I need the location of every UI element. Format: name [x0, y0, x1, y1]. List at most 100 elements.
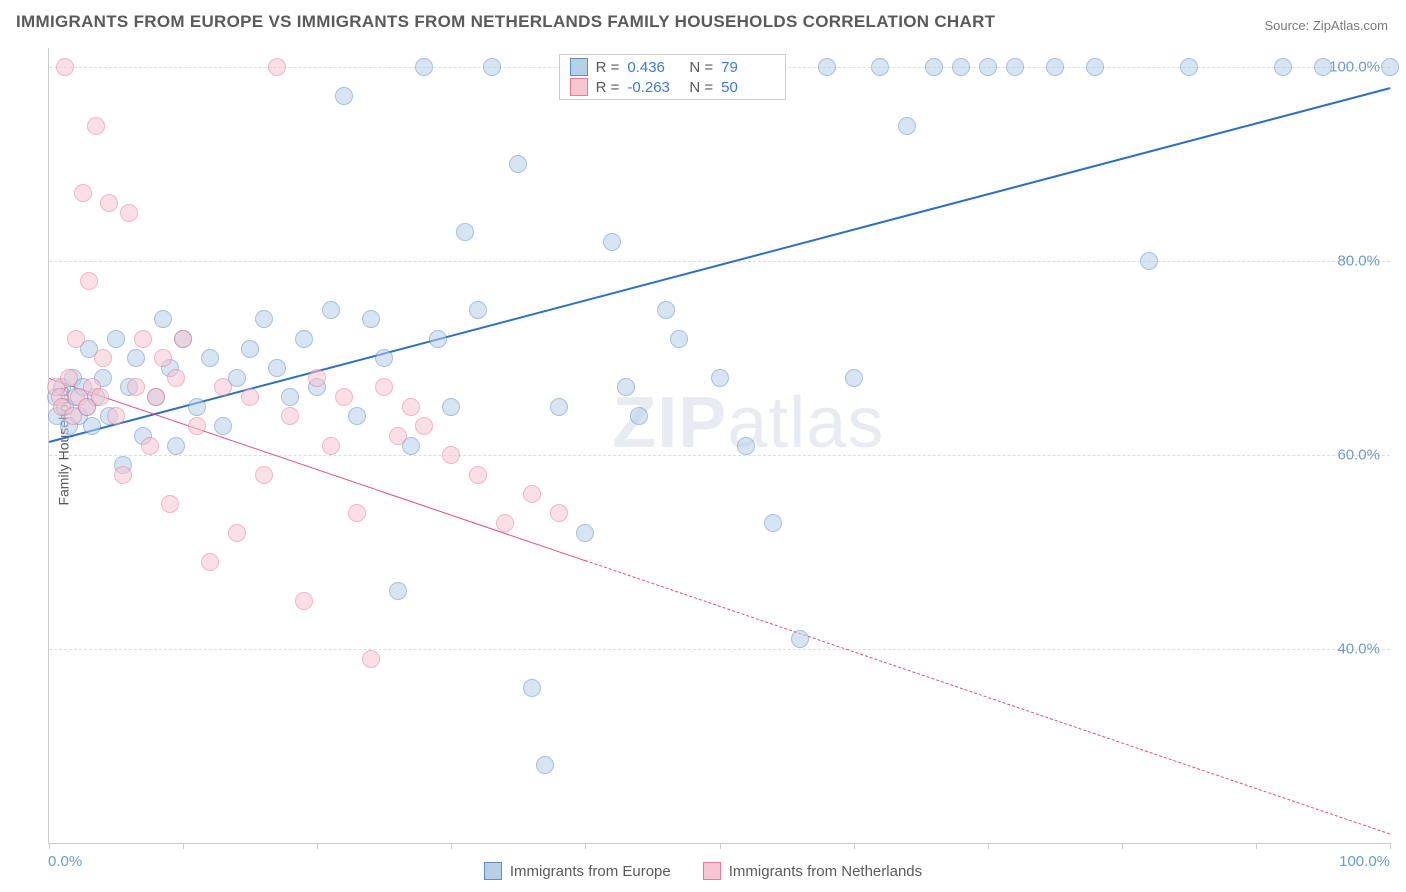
gridline-h: [49, 455, 1390, 456]
series-swatch: [570, 78, 588, 96]
data-point: [1274, 58, 1292, 76]
data-point: [523, 485, 541, 503]
data-point: [80, 272, 98, 290]
data-point: [201, 349, 219, 367]
data-point: [120, 204, 138, 222]
legend-label: Immigrants from Netherlands: [729, 863, 922, 880]
data-point: [429, 330, 447, 348]
x-tick: [183, 843, 184, 849]
data-point: [389, 427, 407, 445]
data-point: [456, 223, 474, 241]
source-prefix: Source:: [1264, 18, 1312, 33]
x-tick-label: 0.0%: [48, 853, 82, 870]
data-point: [281, 388, 299, 406]
data-point: [389, 582, 407, 600]
data-point: [1180, 58, 1198, 76]
data-point: [791, 630, 809, 648]
data-point: [100, 194, 118, 212]
data-point: [375, 349, 393, 367]
gridline-h: [49, 649, 1390, 650]
y-tick-label: 40.0%: [1337, 641, 1380, 658]
legend: Immigrants from Europe Immigrants from Ne…: [0, 862, 1406, 880]
data-point: [1381, 58, 1399, 76]
legend-label: Immigrants from Europe: [510, 863, 671, 880]
data-point: [536, 756, 554, 774]
data-point: [348, 407, 366, 425]
data-point: [1006, 58, 1024, 76]
data-point: [241, 388, 259, 406]
source-link[interactable]: ZipAtlas.com: [1313, 18, 1388, 33]
data-point: [60, 369, 78, 387]
data-point: [107, 407, 125, 425]
data-point: [1140, 252, 1158, 270]
data-point: [114, 466, 132, 484]
data-point: [268, 58, 286, 76]
r-value: 0.436: [627, 59, 681, 76]
data-point: [469, 466, 487, 484]
data-point: [603, 233, 621, 251]
source-attribution: Source: ZipAtlas.com: [1264, 18, 1388, 33]
data-point: [154, 310, 172, 328]
data-point: [167, 437, 185, 455]
correlation-stats-box: R =0.436N =79R =-0.263N =50: [559, 54, 787, 100]
data-point: [228, 524, 246, 542]
r-label: R =: [596, 59, 620, 76]
x-tick: [585, 843, 586, 849]
data-point: [161, 495, 179, 513]
data-point: [56, 58, 74, 76]
data-point: [576, 524, 594, 542]
data-point: [147, 388, 165, 406]
data-point: [83, 417, 101, 435]
legend-swatch: [484, 862, 502, 880]
x-tick: [317, 843, 318, 849]
data-point: [74, 184, 92, 202]
data-point: [375, 378, 393, 396]
data-point: [362, 650, 380, 668]
data-point: [979, 58, 997, 76]
data-point: [818, 58, 836, 76]
data-point: [442, 398, 460, 416]
data-point: [308, 369, 326, 387]
trend-line: [585, 560, 1390, 834]
data-point: [281, 407, 299, 425]
x-tick-label: 100.0%: [1339, 853, 1390, 870]
x-tick: [1256, 843, 1257, 849]
data-point: [362, 310, 380, 328]
data-point: [295, 330, 313, 348]
stat-row: R =-0.263N =50: [560, 77, 786, 97]
data-point: [657, 301, 675, 319]
n-label: N =: [689, 79, 713, 96]
data-point: [550, 504, 568, 522]
x-tick: [1122, 843, 1123, 849]
r-label: R =: [596, 79, 620, 96]
data-point: [335, 388, 353, 406]
data-point: [188, 417, 206, 435]
data-point: [1046, 58, 1064, 76]
n-label: N =: [689, 59, 713, 76]
data-point: [617, 378, 635, 396]
data-point: [711, 369, 729, 387]
data-point: [214, 417, 232, 435]
data-point: [255, 466, 273, 484]
data-point: [737, 437, 755, 455]
x-tick: [1390, 843, 1391, 849]
data-point: [322, 301, 340, 319]
data-point: [268, 359, 286, 377]
data-point: [154, 349, 172, 367]
data-point: [670, 330, 688, 348]
data-point: [845, 369, 863, 387]
stat-row: R =0.436N =79: [560, 57, 786, 77]
data-point: [496, 514, 514, 532]
data-point: [214, 378, 232, 396]
data-point: [523, 679, 541, 697]
x-tick: [988, 843, 989, 849]
data-point: [402, 398, 420, 416]
data-point: [134, 330, 152, 348]
data-point: [348, 504, 366, 522]
data-point: [630, 407, 648, 425]
data-point: [483, 58, 501, 76]
data-point: [241, 340, 259, 358]
data-point: [91, 388, 109, 406]
data-point: [1086, 58, 1104, 76]
x-tick: [451, 843, 452, 849]
